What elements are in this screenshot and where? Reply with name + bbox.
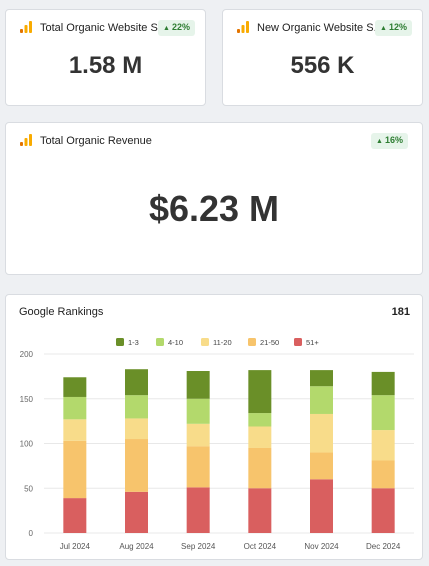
bar-segment xyxy=(125,395,148,419)
legend-label: 11-20 xyxy=(213,338,232,347)
arrow-up-icon: ▲ xyxy=(380,25,387,32)
x-tick-label: Aug 2024 xyxy=(119,542,154,551)
y-tick-label: 100 xyxy=(20,440,34,449)
legend-swatch xyxy=(116,338,124,346)
google-rankings-card[interactable]: Google Rankings 181 0 50 100 150 200 Jul 2024… xyxy=(5,294,423,560)
badge-value: 16% xyxy=(384,135,403,145)
chart-title: Google Rankings xyxy=(19,306,104,318)
change-badge: ▲ 16% xyxy=(371,133,408,149)
badge-value: 22% xyxy=(171,22,190,32)
bar-segment xyxy=(310,386,333,414)
bar-segment xyxy=(310,479,333,533)
bar-segment xyxy=(371,488,395,533)
metric-value: 1.58 M xyxy=(68,52,143,79)
bar-segment xyxy=(371,430,395,461)
legend-swatch xyxy=(156,338,164,346)
bar-segment xyxy=(63,419,87,441)
card-title: Total Organic Website S... xyxy=(40,22,160,34)
bar-segment xyxy=(63,498,87,533)
legend-swatch xyxy=(248,338,256,346)
bar-segment xyxy=(248,488,272,533)
sessions-card[interactable]: Total Organic Website S... ▲ 22% 1.58 M xyxy=(5,9,206,106)
metric-value: 556 K xyxy=(290,52,355,79)
card-title: Total Organic Revenue xyxy=(40,135,152,147)
bar-segment xyxy=(186,487,210,533)
change-badge: ▲ 12% xyxy=(375,20,412,36)
legend-swatch xyxy=(294,338,302,346)
legend-label: 1-3 xyxy=(128,338,139,347)
y-tick-label: 200 xyxy=(20,350,34,359)
rankings-chart: 0 50 100 150 200 Jul 2024 Aug 2024 Sep 2024 Oct … xyxy=(20,338,414,551)
google-analytics-icon xyxy=(20,21,32,33)
revenue-card[interactable]: Total Organic Revenue ▲ 16% $6.23 M xyxy=(5,122,423,275)
y-tick-label: 0 xyxy=(29,529,34,538)
badge-value: 12% xyxy=(388,22,407,32)
x-tick-label: Jul 2024 xyxy=(60,542,91,551)
x-tick-label: Dec 2024 xyxy=(366,542,401,551)
legend-label: 51+ xyxy=(306,338,319,347)
x-tick-label: Nov 2024 xyxy=(304,542,339,551)
bar-segment xyxy=(371,371,395,396)
bar-segment xyxy=(310,413,333,453)
bar-segment xyxy=(186,446,210,488)
x-tick-label: Sep 2024 xyxy=(181,542,216,551)
bar-segment xyxy=(371,460,395,489)
bar-segment xyxy=(186,371,210,399)
bar-segment xyxy=(63,396,87,420)
google-analytics-icon xyxy=(237,21,249,33)
bar-segment xyxy=(248,370,272,414)
legend-swatch xyxy=(201,338,209,346)
new-sessions-card[interactable]: New Organic Website S... ▲ 12% 556 K xyxy=(222,9,423,106)
change-badge: ▲ 22% xyxy=(158,20,195,36)
bar-segment xyxy=(125,369,148,396)
bar-segment xyxy=(63,440,87,499)
bar-segment xyxy=(125,491,148,533)
bar-segment xyxy=(63,377,87,397)
bar-segment xyxy=(371,395,395,431)
card-title: New Organic Website S... xyxy=(257,22,375,34)
bar-segment xyxy=(310,370,333,387)
legend-label: 21-50 xyxy=(260,338,279,347)
bar-segment xyxy=(248,413,272,427)
bar-segment xyxy=(125,439,148,492)
google-analytics-icon xyxy=(20,134,32,146)
bar-segment xyxy=(186,398,210,424)
x-tick-label: Oct 2024 xyxy=(244,542,277,551)
y-tick-label: 150 xyxy=(20,395,34,404)
arrow-up-icon: ▲ xyxy=(163,25,170,32)
metric-value: $6.23 M xyxy=(148,188,280,229)
bar-segment xyxy=(310,452,333,480)
bar-segment xyxy=(248,447,272,489)
y-tick-label: 50 xyxy=(24,484,33,493)
legend-label: 4-10 xyxy=(168,338,183,347)
arrow-up-icon: ▲ xyxy=(376,138,383,145)
bar-segment xyxy=(248,426,272,448)
bar-segment xyxy=(186,423,210,447)
rankings-total: 181 xyxy=(391,306,410,318)
bar-segment xyxy=(125,418,148,440)
